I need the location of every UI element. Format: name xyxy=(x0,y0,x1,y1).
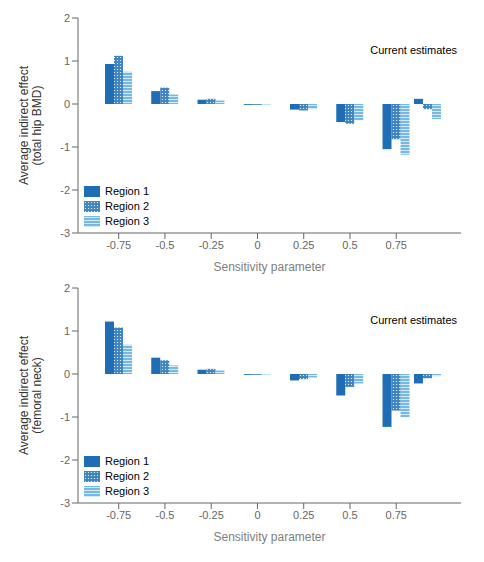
svg-text:Average indirect effect(femora: Average indirect effect(femoral neck) xyxy=(17,335,44,455)
svg-text:0: 0 xyxy=(254,509,260,521)
svg-text:-1: -1 xyxy=(60,141,70,153)
svg-text:1: 1 xyxy=(64,325,70,337)
svg-text:-0.75: -0.75 xyxy=(106,509,131,521)
svg-text:-0.25: -0.25 xyxy=(199,239,224,251)
svg-text:-0.5: -0.5 xyxy=(155,509,174,521)
svg-text:-0.5: -0.5 xyxy=(155,239,174,251)
html-text:Region 2: Region 2 xyxy=(105,200,149,212)
svg-text:0.25: 0.25 xyxy=(293,239,314,251)
html-text:Current estimates: Current estimates xyxy=(370,314,457,326)
svg-text:2: 2 xyxy=(64,282,70,294)
html-text:Region 1: Region 1 xyxy=(105,455,149,467)
html-text:Current estimates: Current estimates xyxy=(370,44,457,56)
html-text:Region 1: Region 1 xyxy=(105,185,149,197)
svg-text:Average indirect effect(total: Average indirect effect(total hip BMD) xyxy=(17,65,44,185)
html-text:Region 3: Region 3 xyxy=(105,215,149,227)
svg-text:0.5: 0.5 xyxy=(342,509,357,521)
svg-text:-2: -2 xyxy=(60,454,70,466)
svg-text:2: 2 xyxy=(64,12,70,24)
html-text:Region 3: Region 3 xyxy=(105,485,149,497)
svg-text:-0.75: -0.75 xyxy=(106,239,131,251)
html-text:Region 2: Region 2 xyxy=(105,470,149,482)
svg-text:0: 0 xyxy=(64,368,70,380)
svg-text:-0.25: -0.25 xyxy=(199,509,224,521)
svg-text:0: 0 xyxy=(254,239,260,251)
svg-text:1: 1 xyxy=(64,55,70,67)
svg-text:0.5: 0.5 xyxy=(342,239,357,251)
svg-text:-1: -1 xyxy=(60,411,70,423)
svg-text:-3: -3 xyxy=(60,497,70,509)
svg-text:0.75: 0.75 xyxy=(386,239,407,251)
svg-text:Sensitivity parameter: Sensitivity parameter xyxy=(213,260,325,274)
svg-text:-3: -3 xyxy=(60,227,70,239)
svg-text:0.75: 0.75 xyxy=(386,509,407,521)
svg-text:0: 0 xyxy=(64,98,70,110)
svg-text:-2: -2 xyxy=(60,184,70,196)
svg-text:0.25: 0.25 xyxy=(293,509,314,521)
svg-text:Sensitivity parameter: Sensitivity parameter xyxy=(213,530,325,544)
